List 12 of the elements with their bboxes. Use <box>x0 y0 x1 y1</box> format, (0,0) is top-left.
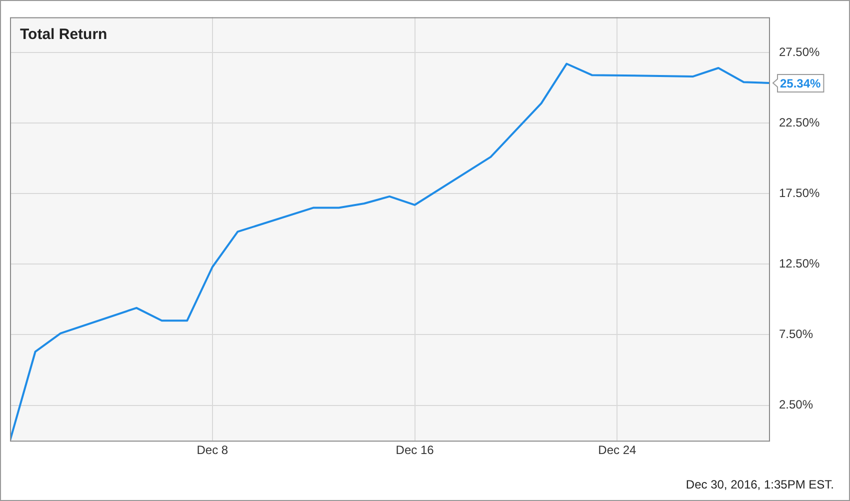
y-tick-label: 12.50% <box>779 256 820 270</box>
text: Dec 30, 2016, 1:35PM EST. <box>686 477 834 492</box>
y-tick-label: 2.50% <box>779 398 814 412</box>
y-tick-label: 17.50% <box>779 186 820 200</box>
x-tick-label: Dec 24 <box>598 443 637 458</box>
x-tick-label: Dec 8 <box>196 443 228 458</box>
y-tick-label: 27.50% <box>779 44 820 59</box>
text: Total Return <box>20 26 108 43</box>
y-tick-label: 22.50% <box>779 115 820 130</box>
y-tick-label: 7.50% <box>779 327 814 342</box>
x-tick-label: Dec 16 <box>396 443 434 458</box>
data-label: 25.34% <box>780 76 822 90</box>
